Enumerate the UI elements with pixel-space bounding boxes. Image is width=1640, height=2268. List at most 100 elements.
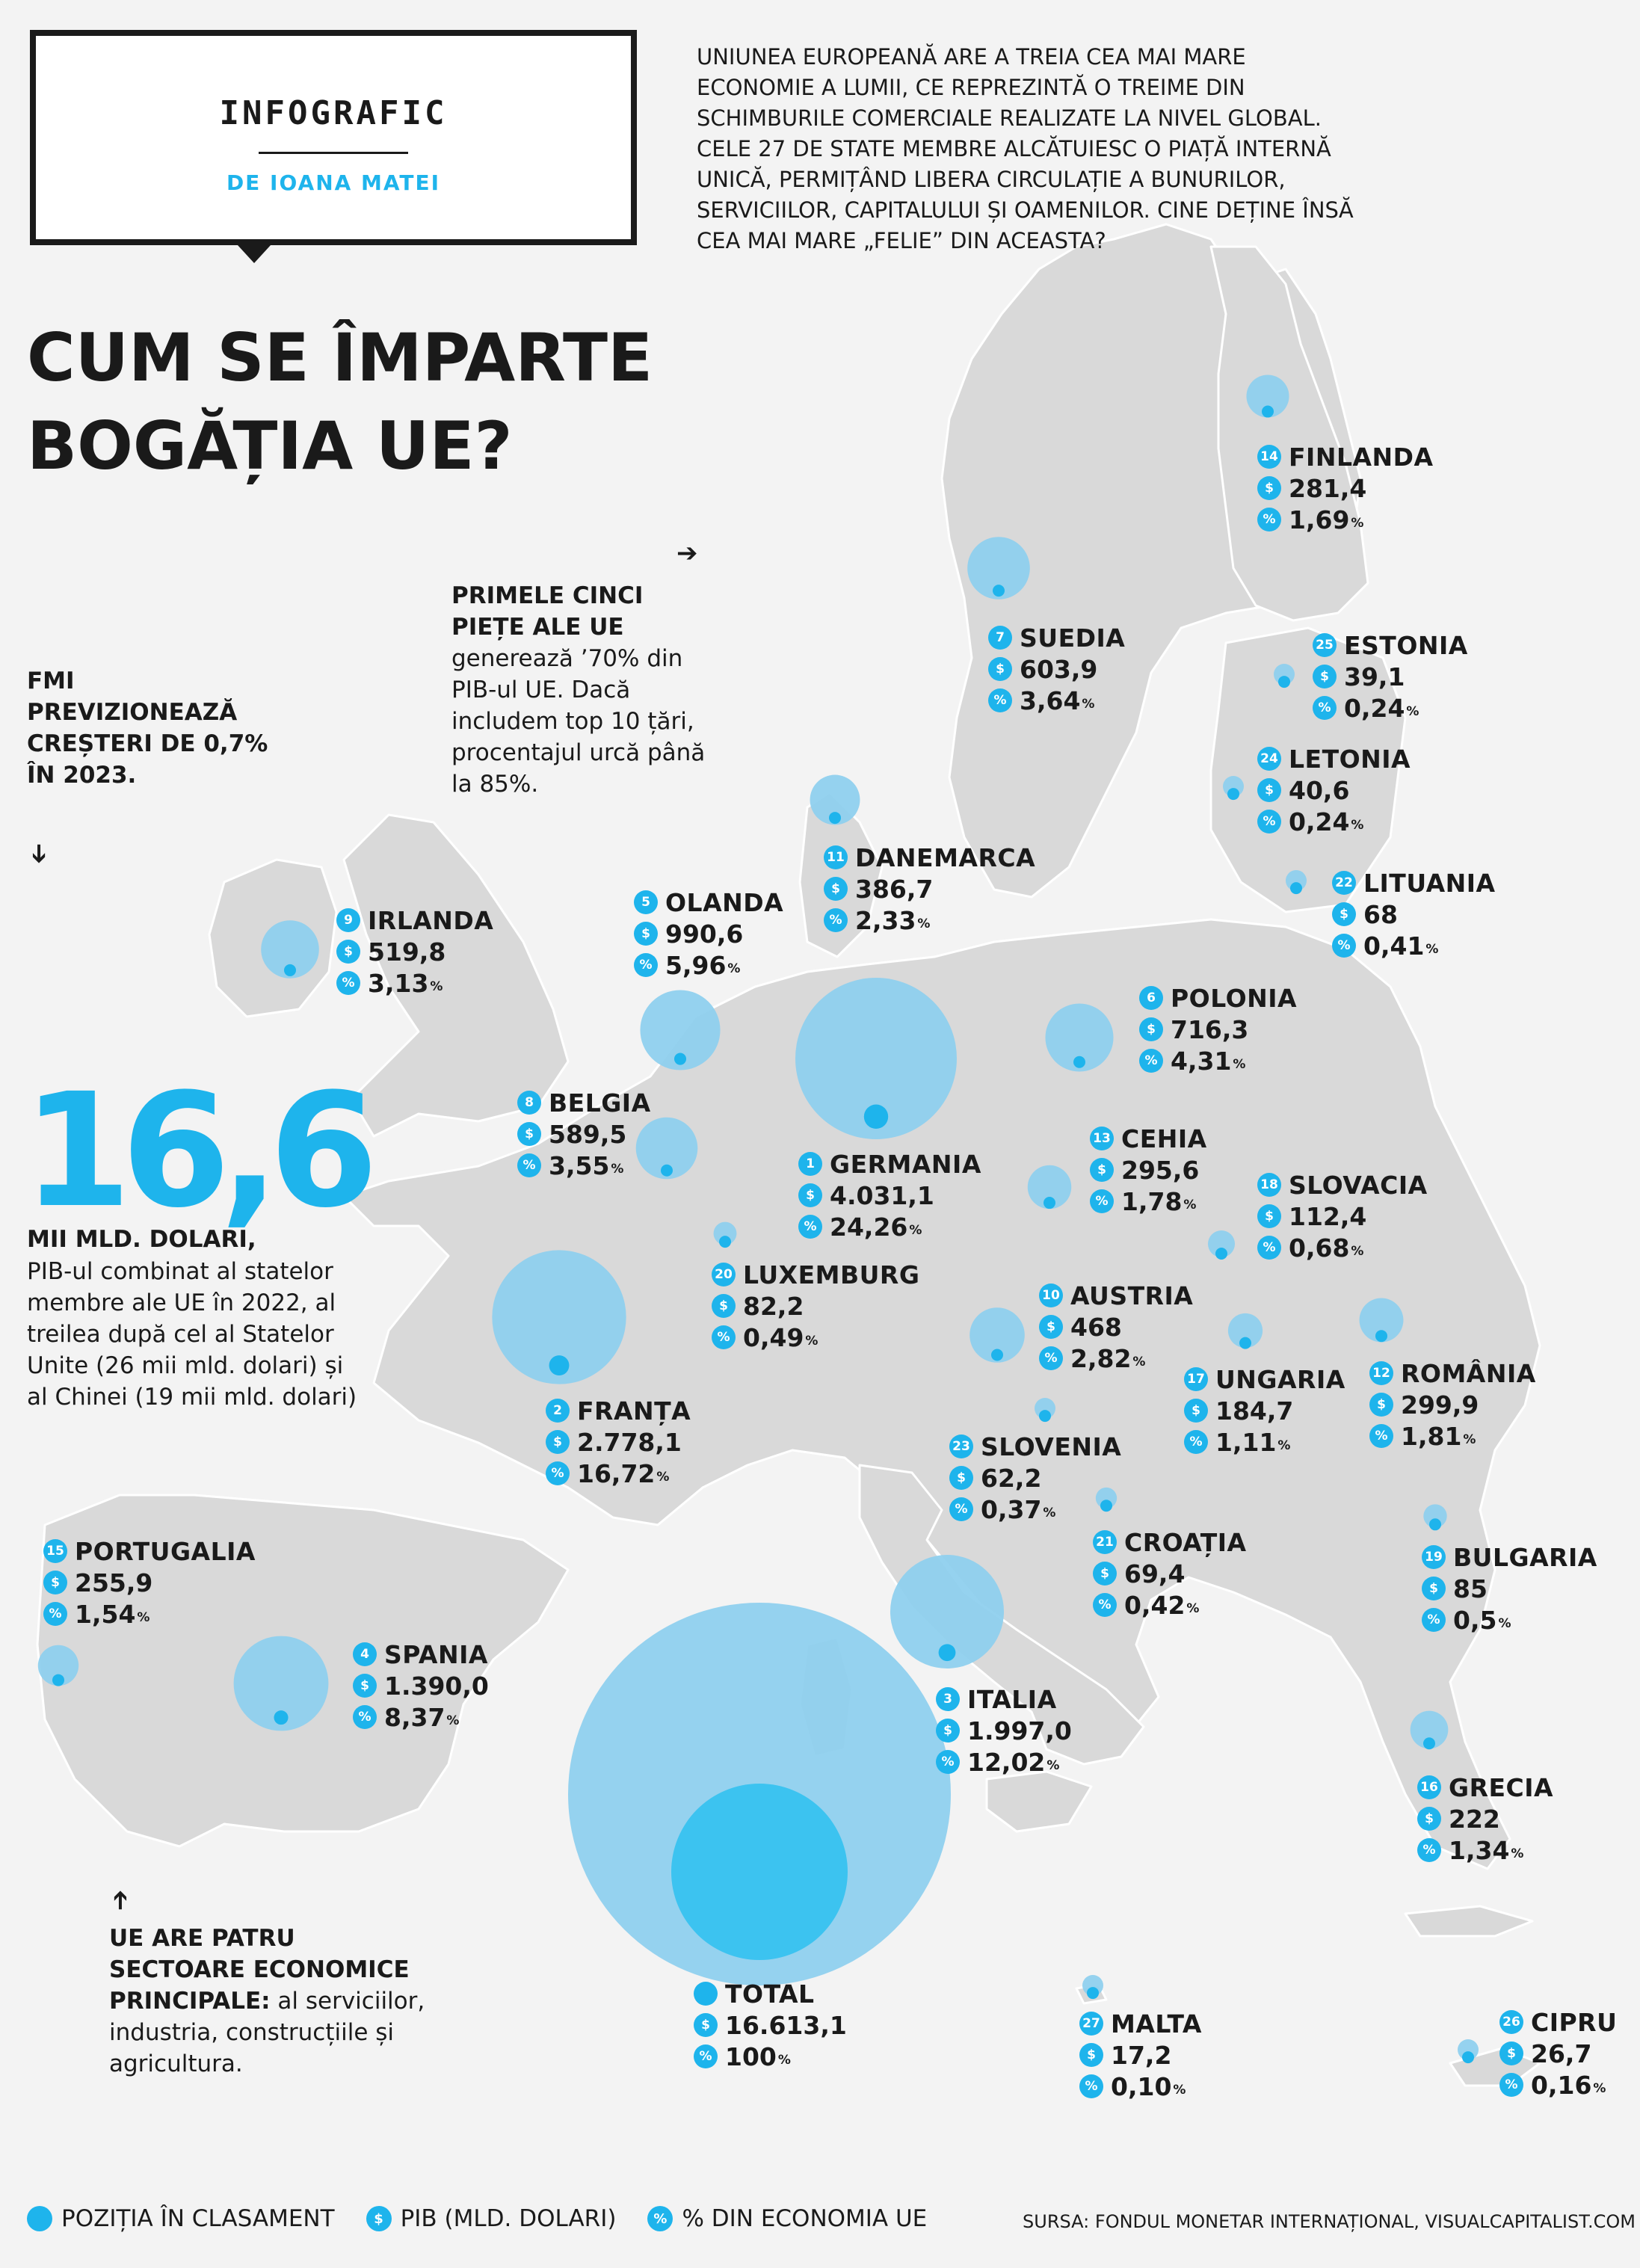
land-finland [1209, 245, 1369, 622]
bubble-5 [640, 990, 721, 1070]
dollar-icon: $ [517, 1122, 541, 1146]
country-name: SUEDIA [1020, 623, 1126, 653]
label-name-row: 2 FRANȚA [546, 1395, 691, 1426]
label-name-row: 22 LITUANIA [1332, 867, 1496, 899]
label-gdp-row: $1.390,0 [353, 1670, 489, 1701]
country-label: 5 OLANDA $990,6% 5,96% [634, 887, 783, 981]
gdp-value: 281,4 [1289, 473, 1367, 503]
label-gdp-row: $68 [1332, 899, 1496, 930]
rank-badge-icon: 23 [949, 1435, 973, 1458]
percent-icon: % [353, 1705, 377, 1729]
dollar-icon: $ [1422, 1577, 1446, 1600]
label-gdp-row: $40,6 [1257, 774, 1411, 806]
label-gdp-row: $299,9 [1369, 1389, 1536, 1420]
legend-item-rank: POZIȚIA ÎN CLASAMENT [27, 2205, 335, 2232]
bubble-4 [233, 1636, 329, 1731]
country-label: 27 MALTA $17,2% 0,10% [1079, 2008, 1202, 2102]
label-name-row: 4 SPANIA [353, 1639, 489, 1670]
country-name: LITUANIA [1363, 868, 1496, 898]
rank-badge-icon: 2 [546, 1399, 570, 1423]
bubble-dot-12 [1375, 1330, 1387, 1343]
share-value: 0,24 [1289, 807, 1350, 836]
bubble-dot-8 [661, 1164, 673, 1177]
label-gdp-row: $603,9 [988, 653, 1125, 685]
bubble-11 [810, 774, 860, 825]
percent-sign: % [1132, 1355, 1146, 1369]
country-label: TOTAL $16.613,1% 100% [694, 1978, 847, 2072]
land-sicily [985, 1770, 1093, 1833]
dollar-icon: $ [936, 1719, 960, 1742]
bubble-dot-7 [993, 585, 1005, 597]
dollar-icon: $ [798, 1183, 822, 1207]
dollar-icon: $ [824, 877, 848, 901]
legend-share-label: % DIN ECONOMIA UE [682, 2205, 928, 2232]
rank-badge-icon: 5 [634, 890, 658, 914]
dollar-icon: $ [1417, 1807, 1441, 1831]
country-label: 24 LETONIA $40,6% 0,24% [1257, 743, 1411, 837]
share-value: 4,31 [1171, 1046, 1232, 1076]
dollar-icon: $ [1257, 1204, 1281, 1228]
percent-icon: % [1079, 2074, 1103, 2098]
bubble-dot-11 [829, 812, 841, 825]
bubble-dot-2 [549, 1355, 570, 1376]
share-value: 1,81 [1401, 1421, 1462, 1451]
percent-icon: % [1093, 1593, 1117, 1617]
share-value: 2,33 [855, 905, 916, 935]
country-name: MALTA [1111, 2009, 1202, 2039]
country-name: BULGARIA [1453, 1542, 1597, 1572]
share-value: 0,37 [981, 1494, 1042, 1524]
top5-note: PRIMELE CINCI PIEȚE ALE UE generează ’70… [451, 580, 706, 800]
gdp-value: 255,9 [75, 1568, 153, 1597]
legend: POZIȚIA ÎN CLASAMENT $ PIB (MLD. DOLARI)… [27, 2201, 958, 2237]
label-name-row: 14 FINLANDA [1257, 441, 1434, 472]
gdp-value: 386,7 [855, 874, 934, 904]
bubble-dot-9 [284, 964, 296, 976]
rank-badge-icon: 11 [824, 845, 848, 869]
label-share-row: % 100% [694, 2041, 847, 2072]
gdp-value: 39,1 [1344, 662, 1405, 691]
country-label: 7 SUEDIA $603,9% 3,64% [988, 622, 1125, 716]
share-value: 1,69 [1289, 505, 1350, 534]
country-name: ESTONIA [1344, 630, 1468, 660]
label-share-row: % 1,54% [43, 1598, 256, 1630]
rank-badge-icon: 18 [1257, 1173, 1281, 1197]
rank-badge-icon: 26 [1499, 2010, 1523, 2034]
percent-icon: % [988, 688, 1012, 712]
share-value: 0,41 [1363, 931, 1425, 961]
bubble-dot-6 [1073, 1056, 1085, 1068]
label-share-row: % 0,42% [1093, 1589, 1247, 1621]
infographic-title: INFOGRAFIC [219, 94, 448, 132]
country-name: ROMÂNIA [1401, 1358, 1536, 1388]
rank-dot-icon [27, 2206, 52, 2231]
rank-badge-icon: 13 [1090, 1127, 1114, 1150]
sectors-note: UE ARE PATRU SECTOARE ECONOMICE PRINCIPA… [109, 1923, 438, 2080]
gdp-value: 716,3 [1171, 1014, 1249, 1044]
country-label: 9 IRLANDA $519,8% 3,13% [336, 905, 493, 999]
rank-badge-icon: 8 [517, 1091, 541, 1115]
bubble-9 [261, 920, 319, 979]
country-name: AUSTRIA [1070, 1281, 1194, 1310]
gdp-value: 468 [1070, 1312, 1122, 1342]
bubble-14 [1246, 375, 1289, 418]
dollar-icon: $ [1499, 2041, 1523, 2065]
label-share-row: % 8,37% [353, 1701, 489, 1733]
share-value: 1,54 [75, 1599, 136, 1629]
sectors-note-text: al serviciilor, industria, construcțiile… [109, 1988, 425, 2077]
gdp-value: 1.390,0 [384, 1671, 489, 1701]
label-gdp-row: $589,5 [517, 1118, 651, 1150]
percent-sign: % [727, 961, 741, 976]
country-label: 25 ESTONIA $39,1% 0,24% [1313, 629, 1468, 724]
share-value: 3,64 [1020, 685, 1081, 715]
rank-badge-icon: 20 [712, 1263, 736, 1286]
gdp-value: 26,7 [1531, 2039, 1592, 2068]
share-value: 1,34 [1449, 1835, 1510, 1865]
rank-badge-icon: 15 [43, 1539, 67, 1563]
arrow-right-icon: ➔ [676, 538, 698, 568]
gdp-value: 184,7 [1215, 1396, 1294, 1426]
gdp-value: 2.778,1 [577, 1427, 682, 1457]
country-name: PORTUGALIA [75, 1536, 256, 1566]
label-gdp-row: $85 [1422, 1573, 1597, 1604]
country-label: 17 UNGARIA $184,7% 1,11% [1184, 1363, 1345, 1458]
gdp-value: 40,6 [1289, 775, 1350, 805]
country-label: 6 POLONIA $716,3% 4,31% [1139, 982, 1297, 1076]
